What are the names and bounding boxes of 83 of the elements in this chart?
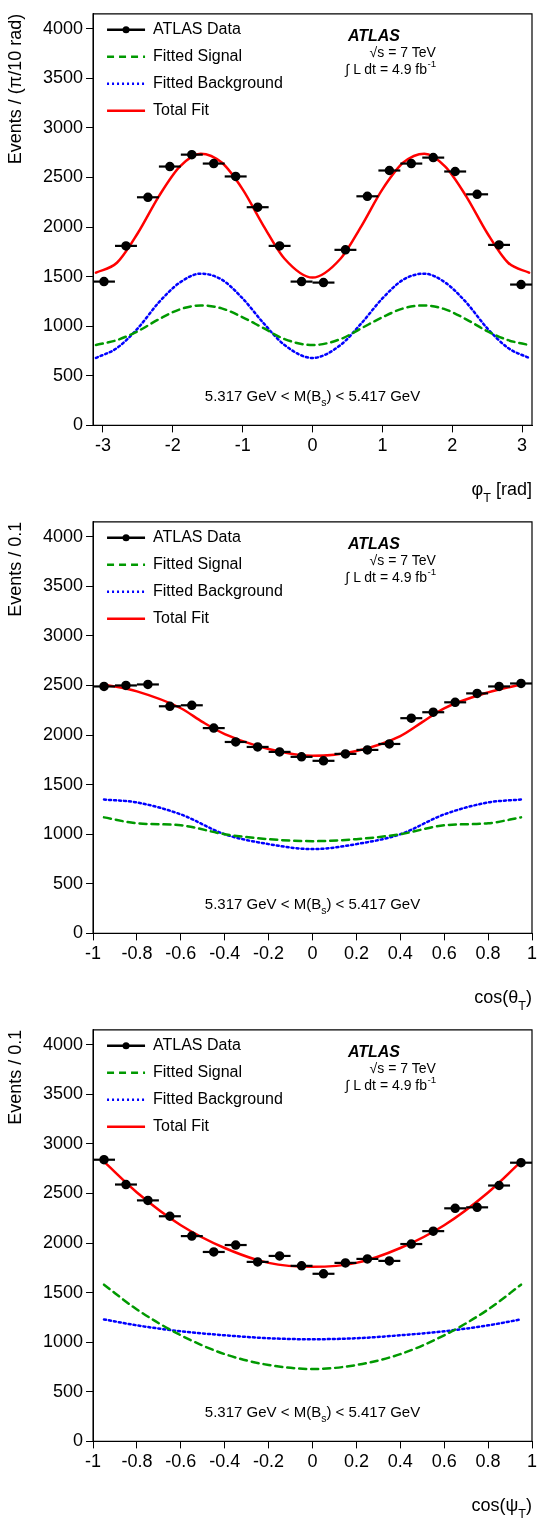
x-tick-label: -0.6	[165, 943, 197, 964]
x-tick-label: 0.8	[475, 943, 501, 964]
x-tick-label: 3	[517, 435, 528, 456]
y-tick-label: 1500	[43, 265, 84, 286]
x-tick-label: 0	[307, 1451, 318, 1472]
x-tick-label: 0.4	[387, 943, 413, 964]
x-tick-label: -1	[85, 943, 102, 964]
legend-label: Fitted Background	[153, 1090, 283, 1108]
y-axis-title: Events / 0.1	[4, 1029, 25, 1125]
x-tick-label: 0	[307, 943, 318, 964]
y-axis-title: Events / (π/10 rad)	[4, 13, 25, 165]
line-series	[102, 816, 523, 843]
y-tick-label: 1000	[43, 315, 84, 336]
y-tick-label: 4000	[43, 17, 84, 38]
line-series	[94, 272, 531, 360]
x-tick-label: -2	[164, 435, 181, 456]
y-tick-label: 2500	[43, 674, 84, 695]
legend-label: Fitted Background	[153, 582, 283, 600]
x-tick-label: 0.6	[431, 943, 457, 964]
y-tick-label: 1500	[43, 773, 84, 794]
legend-label: ATLAS Data	[153, 20, 241, 38]
y-tick-label: 3500	[43, 1083, 84, 1104]
annotation: √s = 7 TeV	[369, 43, 437, 60]
line-series	[102, 1318, 523, 1341]
y-tick-label: 2000	[43, 724, 84, 745]
x-tick-label: 0.6	[431, 1451, 457, 1472]
x-tick-label: -3	[94, 435, 111, 456]
y-tick-label: 0	[73, 1430, 84, 1451]
annotation: ATLAS	[346, 1043, 401, 1061]
y-axis-title: Events / 0.1	[4, 521, 25, 617]
y-tick-label: 500	[53, 1380, 84, 1401]
x-tick-label: 1	[526, 1451, 538, 1472]
annotation: √s = 7 TeV	[369, 551, 437, 568]
x-tick-label: -0.8	[121, 943, 153, 964]
x-tick-label: -1	[234, 435, 251, 456]
line-series	[94, 152, 531, 279]
x-tick-label: -0.8	[121, 1451, 153, 1472]
y-tick-label: 2500	[43, 166, 84, 187]
legend-label: ATLAS Data	[153, 528, 241, 546]
y-tick-label: 2000	[43, 216, 84, 237]
legend-label: Fitted Signal	[153, 47, 242, 65]
y-tick-label: 500	[53, 364, 84, 385]
x-tick-label: 0.2	[343, 1451, 369, 1472]
annotation: ATLAS	[346, 27, 401, 45]
y-tick-label: 500	[53, 872, 84, 893]
x-tick-label: -0.6	[165, 1451, 197, 1472]
y-tick-label: 1000	[43, 1331, 84, 1352]
legend-label: Fitted Signal	[153, 1063, 242, 1081]
annotation: ATLAS	[346, 535, 401, 553]
y-tick-label: 4000	[43, 1033, 84, 1054]
x-tick-label: 1	[377, 435, 388, 456]
y-tick-label: 0	[73, 922, 84, 943]
y-tick-label: 1500	[43, 1281, 84, 1302]
legend-label: Total Fit	[153, 101, 210, 119]
legend-label: Total Fit	[153, 1117, 210, 1135]
y-tick-label: 3000	[43, 624, 84, 645]
x-tick-label: -0.4	[209, 1451, 241, 1472]
x-tick-label: 0	[307, 435, 318, 456]
legend-label: Fitted Background	[153, 74, 283, 92]
x-tick-label: 1	[526, 943, 538, 964]
line-series	[102, 798, 523, 851]
legend-label: Fitted Signal	[153, 555, 242, 573]
y-tick-label: 0	[73, 414, 84, 435]
line-series	[102, 1283, 523, 1371]
x-tick-label: 0.8	[475, 1451, 501, 1472]
x-tick-label: -0.2	[253, 1451, 285, 1472]
legend-label: Total Fit	[153, 609, 210, 627]
x-tick-label: 0.4	[387, 1451, 413, 1472]
y-tick-label: 3000	[43, 1132, 84, 1153]
legend-label: ATLAS Data	[153, 1036, 241, 1054]
y-tick-label: 2000	[43, 1232, 84, 1253]
x-tick-label: 2	[447, 435, 458, 456]
y-tick-label: 4000	[43, 525, 84, 546]
x-tick-label: -1	[85, 1451, 102, 1472]
y-tick-label: 3500	[43, 67, 84, 88]
x-tick-label: 0.2	[343, 943, 369, 964]
x-tick-label: -0.4	[209, 943, 241, 964]
y-tick-label: 2500	[43, 1182, 84, 1203]
x-tick-label: -0.2	[253, 943, 285, 964]
annotation: √s = 7 TeV	[369, 1059, 437, 1076]
y-tick-label: 1000	[43, 823, 84, 844]
y-tick-label: 3500	[43, 575, 84, 596]
y-tick-label: 3000	[43, 116, 84, 137]
